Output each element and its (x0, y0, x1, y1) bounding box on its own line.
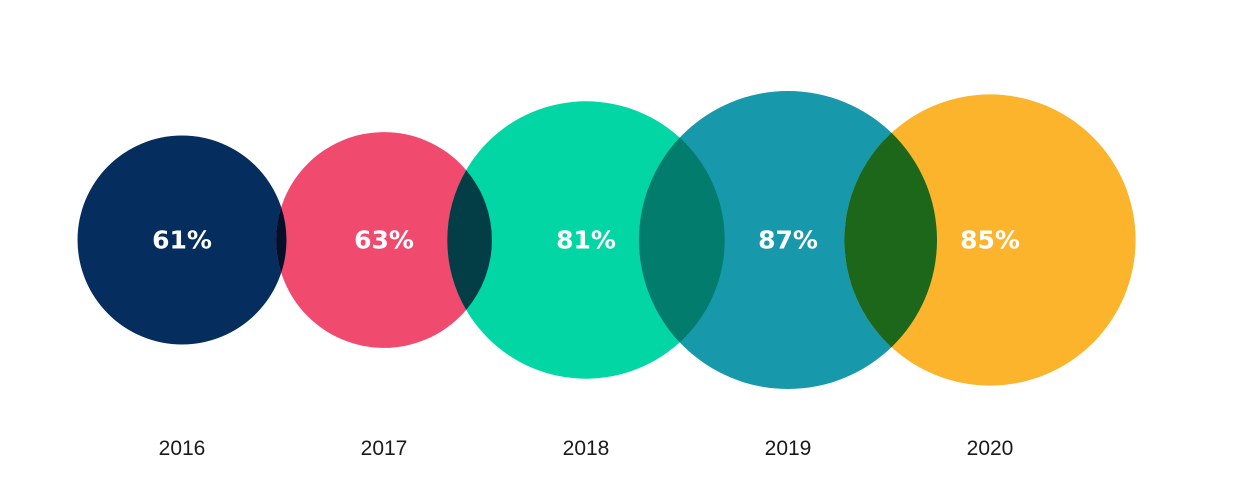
overlap-2017-2018 (447, 170, 492, 310)
value-label-2016: 61% (152, 226, 212, 255)
value-label-2019: 87% (758, 226, 818, 255)
year-label-2020: 2020 (967, 437, 1014, 460)
year-label-2017: 2017 (361, 437, 408, 460)
bubble-2016 (77, 135, 287, 345)
year-label-2016: 2016 (159, 437, 206, 460)
value-label-2020: 85% (960, 226, 1020, 255)
value-label-2018: 81% (556, 226, 616, 255)
bubble-2019 (639, 91, 937, 389)
bubble-2018 (447, 101, 725, 379)
overlap-2019-2020 (844, 132, 938, 348)
overlap-2016-2017 (276, 207, 287, 273)
value-label-2017: 63% (354, 226, 414, 255)
overlaps-layer (276, 132, 938, 348)
bubbles-layer (77, 91, 1136, 389)
year-labels-layer: 2016 2017 2018 2019 2020 (159, 437, 1014, 460)
overlap-2018-2019 (639, 137, 725, 343)
bubble-2017 (276, 132, 492, 348)
year-label-2018: 2018 (563, 437, 610, 460)
year-label-2019: 2019 (765, 437, 812, 460)
value-labels-layer: 61% 63% 81% 87% 85% (152, 226, 1020, 255)
